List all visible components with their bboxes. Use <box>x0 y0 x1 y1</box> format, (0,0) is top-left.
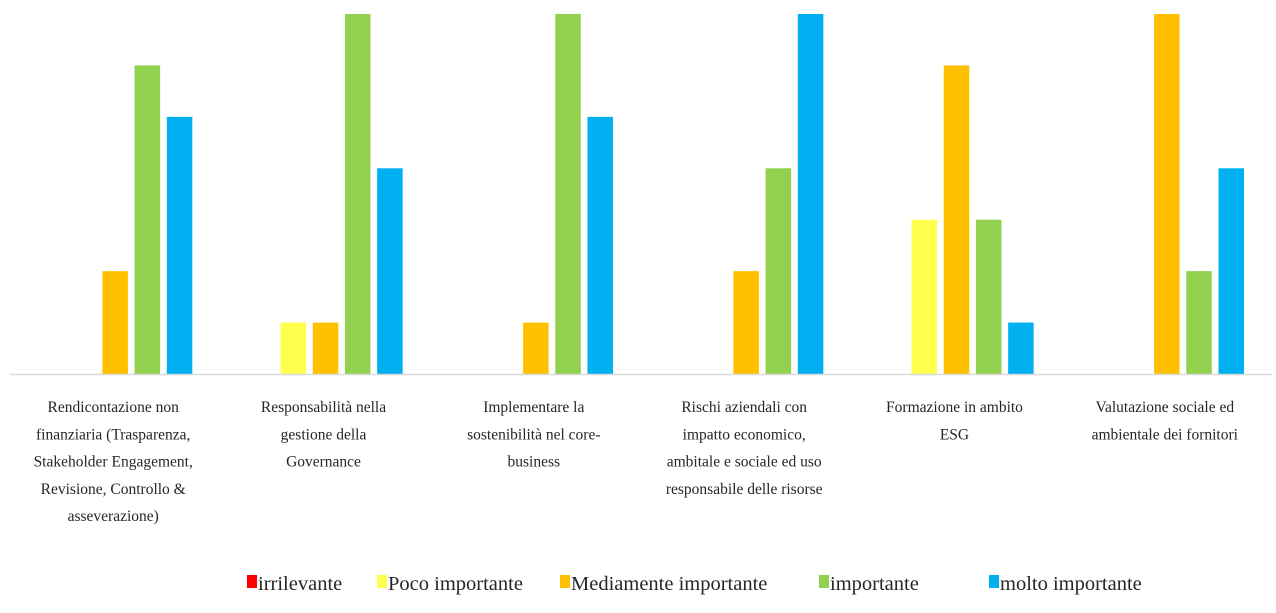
bar-molto-importante-3 <box>587 116 613 375</box>
bar-mediamente-importante-5 <box>943 65 970 375</box>
bar-importante-5 <box>975 219 1002 374</box>
bar-importante-4 <box>765 168 792 374</box>
bar-mediamente-importante-2 <box>312 322 339 374</box>
bar-importante-6 <box>1186 271 1212 374</box>
legend-swatch-irrilevante <box>247 575 257 588</box>
legend-label-importante: importante <box>830 573 919 595</box>
bar-importante-3 <box>555 14 581 374</box>
legend-swatch-molto-importante <box>989 575 999 588</box>
legend-label-mediamente-importante: Mediamente importante <box>571 573 767 595</box>
category-label-1: Rendicontazione non finanziaria (Traspare… <box>34 399 193 525</box>
legend-swatch-importante <box>819 575 829 588</box>
bar-mediamente-importante-6 <box>1154 14 1180 374</box>
bar-importante-2 <box>344 14 371 374</box>
legend-label-irrilevante: irrilevante <box>258 573 342 595</box>
category-label-3: Implementare la sostenibilità nel core-bu… <box>467 399 600 471</box>
bar-importante-1 <box>134 65 161 375</box>
legend-swatch-mediamente-importante <box>560 575 570 588</box>
legend-label-molto-importante: molto importante <box>1000 573 1142 595</box>
legend-label-poco-importante: Poco importante <box>388 573 523 595</box>
category-label-4: Rischi aziendali con impatto economico, am… <box>666 399 823 498</box>
bar-molto-importante-4 <box>797 14 824 374</box>
legend-swatch-poco-importante <box>377 575 387 588</box>
plot-area <box>102 14 1244 375</box>
bar-poco-importante-5 <box>911 219 938 374</box>
bar-molto-importante-1 <box>166 116 193 375</box>
category-label-5: Formazione in ambito ESG <box>886 399 1023 443</box>
legend: irrilevante Poco importante Mediamente imp… <box>247 573 1142 595</box>
bar-mediamente-importante-3 <box>523 322 549 374</box>
bar-mediamente-importante-4 <box>733 271 759 374</box>
category-label-2: Responsabilità nella gestione della Govern… <box>261 399 386 471</box>
bar-molto-importante-2 <box>377 168 403 374</box>
category-label-6: Valutazione sociale ed ambientale dei for… <box>1092 399 1239 443</box>
bar-molto-importante-6 <box>1218 168 1244 374</box>
bar-mediamente-importante-1 <box>102 271 128 374</box>
category-labels: Rendicontazione non finanziaria (Traspare… <box>34 399 1239 525</box>
bar-molto-importante-5 <box>1008 322 1034 374</box>
bar-poco-importante-2 <box>280 322 307 374</box>
